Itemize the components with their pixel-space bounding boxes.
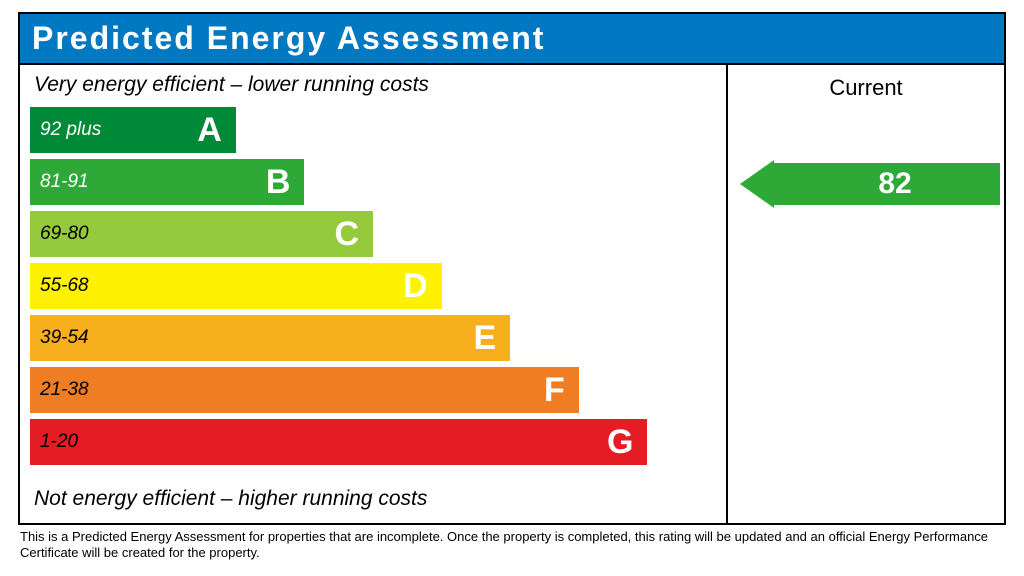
band-bar-e: 39-54 E (30, 315, 510, 361)
band-letter: F (544, 371, 579, 410)
current-panel: Current 82 (728, 65, 1004, 523)
band-range: 92 plus (40, 119, 101, 141)
band-row-c: 69-80 C (30, 211, 716, 257)
band-letter: B (266, 163, 305, 202)
band-row-d: 55-68 D (30, 263, 716, 309)
current-arrow: 82 (728, 161, 1004, 207)
footer-text: This is a Predicted Energy Assessment fo… (18, 525, 1006, 562)
content-area: Very energy efficient – lower running co… (20, 65, 1004, 523)
band-bar-g: 1-20 G (30, 419, 647, 465)
band-range: 39-54 (40, 327, 89, 349)
arrow-head (740, 160, 774, 208)
band-row-f: 21-38 F (30, 367, 716, 413)
band-bar-a: 92 plus A (30, 107, 236, 153)
band-bar-d: 55-68 D (30, 263, 442, 309)
band-letter: E (474, 319, 511, 358)
band-bar-f: 21-38 F (30, 367, 579, 413)
tagline-top: Very energy efficient – lower running co… (30, 71, 716, 105)
band-row-g: 1-20 G (30, 419, 716, 465)
band-range: 81-91 (40, 171, 89, 193)
band-bar-b: 81-91 B (30, 159, 304, 205)
band-letter: C (334, 215, 373, 254)
band-bar-c: 69-80 C (30, 211, 373, 257)
band-row-b: 81-91 B (30, 159, 716, 205)
assessment-card: Predicted Energy Assessment Very energy … (18, 12, 1006, 525)
band-letter: G (607, 423, 647, 462)
tagline-bottom: Not energy efficient – higher running co… (30, 485, 716, 519)
band-row-a: 92 plus A (30, 107, 716, 153)
band-row-e: 39-54 E (30, 315, 716, 361)
band-range: 21-38 (40, 379, 89, 401)
band-range: 55-68 (40, 275, 89, 297)
band-range: 69-80 (40, 223, 89, 245)
band-letter: D (403, 267, 442, 306)
bands-panel: Very energy efficient – lower running co… (20, 65, 728, 523)
current-value: 82 (838, 167, 911, 201)
current-header: Current (728, 71, 1004, 101)
title-bar: Predicted Energy Assessment (20, 14, 1004, 65)
band-range: 1-20 (40, 431, 78, 453)
band-bars: 92 plus A 81-91 B 69-80 C 55-68 D 39-54 E 21-38 F 1-… (30, 105, 716, 485)
band-letter: A (197, 111, 236, 150)
